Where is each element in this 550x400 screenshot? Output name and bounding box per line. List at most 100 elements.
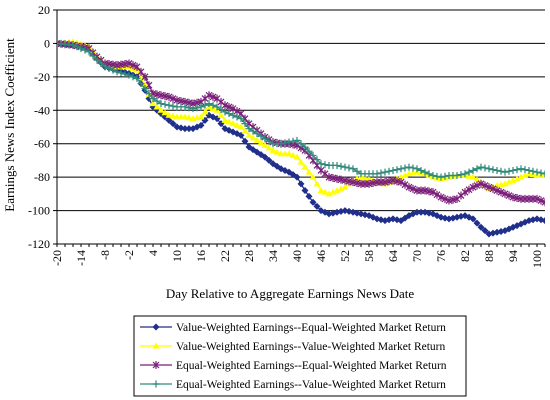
data-point — [421, 168, 429, 176]
data-point — [161, 109, 169, 116]
data-point — [313, 202, 321, 210]
data-point — [397, 178, 405, 187]
x-tick-label: -14 — [74, 250, 88, 266]
data-point — [341, 163, 349, 171]
data-point — [241, 120, 249, 128]
data-point — [169, 94, 177, 103]
x-axis-label: Day Relative to Aggregate Earnings News … — [166, 286, 415, 301]
legend-label: Value-Weighted Earnings--Value-Weighted … — [176, 341, 446, 353]
data-point — [381, 168, 389, 176]
x-tick-label: 88 — [482, 250, 496, 262]
data-point — [473, 176, 481, 183]
data-point — [181, 125, 189, 133]
data-point — [465, 172, 473, 179]
data-point — [189, 105, 197, 113]
data-point — [513, 166, 521, 174]
data-point — [345, 164, 353, 172]
data-point — [97, 59, 105, 67]
data-point — [477, 179, 485, 188]
data-point — [201, 101, 209, 109]
data-point — [185, 114, 193, 121]
data-point — [321, 161, 329, 169]
data-point — [397, 165, 405, 173]
data-point — [429, 171, 437, 179]
data-point — [73, 43, 81, 51]
data-point — [301, 163, 309, 170]
data-point — [417, 208, 425, 216]
data-point — [501, 168, 509, 176]
data-point — [133, 75, 141, 83]
data-point — [217, 111, 225, 118]
y-tick-label: -80 — [34, 170, 50, 184]
data-point — [301, 143, 309, 151]
data-point — [197, 121, 205, 129]
data-point — [401, 171, 409, 178]
data-point — [401, 180, 409, 189]
data-point — [133, 62, 141, 71]
data-point — [341, 183, 349, 190]
data-point — [461, 188, 469, 197]
data-point — [529, 167, 537, 175]
data-point — [409, 164, 417, 172]
data-point — [253, 130, 261, 138]
data-point — [225, 102, 233, 111]
data-point — [533, 194, 541, 203]
data-point — [241, 137, 249, 145]
data-point — [293, 153, 301, 160]
data-point — [201, 108, 209, 115]
legend-swatch-marker — [152, 323, 160, 331]
data-point — [513, 175, 521, 182]
data-point — [441, 194, 449, 203]
data-point — [69, 41, 77, 49]
data-point — [309, 151, 317, 159]
legend-swatch-marker — [152, 361, 160, 369]
data-point — [337, 162, 345, 170]
data-point — [509, 176, 517, 183]
data-point — [293, 173, 301, 181]
data-point — [109, 66, 117, 74]
data-point — [469, 183, 477, 192]
data-point — [77, 44, 85, 52]
legend-item: Value-Weighted Earnings--Equal-Weighted … — [140, 322, 446, 334]
data-point — [137, 67, 145, 76]
data-point — [205, 100, 213, 108]
data-point — [505, 178, 513, 185]
y-axis-label: Earnings News Index Coefficient — [2, 38, 17, 212]
data-point — [389, 166, 397, 174]
data-point — [165, 111, 173, 118]
data-point — [489, 166, 497, 174]
data-point — [309, 198, 317, 206]
data-point — [261, 141, 269, 148]
x-tick-label: 16 — [194, 250, 208, 262]
data-point — [433, 172, 441, 180]
legend-swatch-marker — [152, 380, 160, 388]
data-point — [81, 46, 89, 54]
data-point — [517, 173, 525, 180]
x-tick-label: -2 — [122, 250, 136, 260]
data-point — [469, 166, 477, 174]
data-point — [481, 181, 489, 190]
legend-swatch-marker — [152, 342, 160, 349]
data-point — [477, 163, 485, 171]
data-point — [233, 121, 241, 128]
data-point — [277, 140, 285, 148]
x-tick-label: 58 — [362, 250, 376, 262]
data-point — [261, 135, 269, 143]
data-point — [265, 137, 273, 145]
data-point — [101, 63, 109, 71]
data-point — [465, 185, 473, 194]
data-point — [437, 173, 445, 181]
data-point — [141, 72, 149, 81]
data-point — [489, 184, 497, 193]
x-tick-label: 70 — [410, 250, 424, 262]
data-point — [361, 174, 369, 181]
data-point — [377, 169, 385, 177]
y-tick-label: -40 — [34, 103, 50, 117]
data-point — [417, 166, 425, 174]
data-point — [153, 97, 161, 105]
data-point — [533, 168, 541, 176]
data-point — [353, 167, 361, 175]
data-point — [473, 181, 481, 190]
x-tick-label: -20 — [50, 250, 64, 266]
